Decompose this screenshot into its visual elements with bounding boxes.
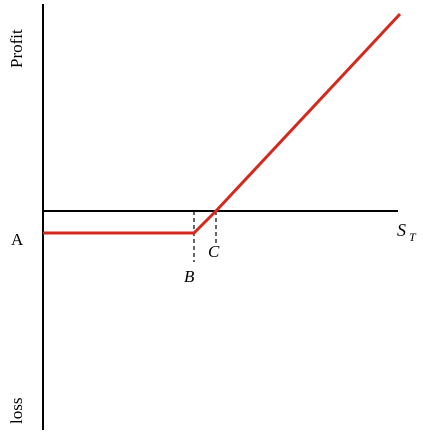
point-b-label: B	[184, 267, 195, 286]
point-a-label: A	[11, 230, 24, 249]
y-axis-bottom-label: loss	[7, 398, 26, 424]
x-axis-label-subscript: T	[409, 230, 417, 244]
payoff-line	[43, 12, 402, 235]
point-c-label: C	[208, 242, 220, 261]
y-axis-top-label: Profit	[7, 29, 26, 68]
x-axis-label: S	[397, 220, 406, 240]
